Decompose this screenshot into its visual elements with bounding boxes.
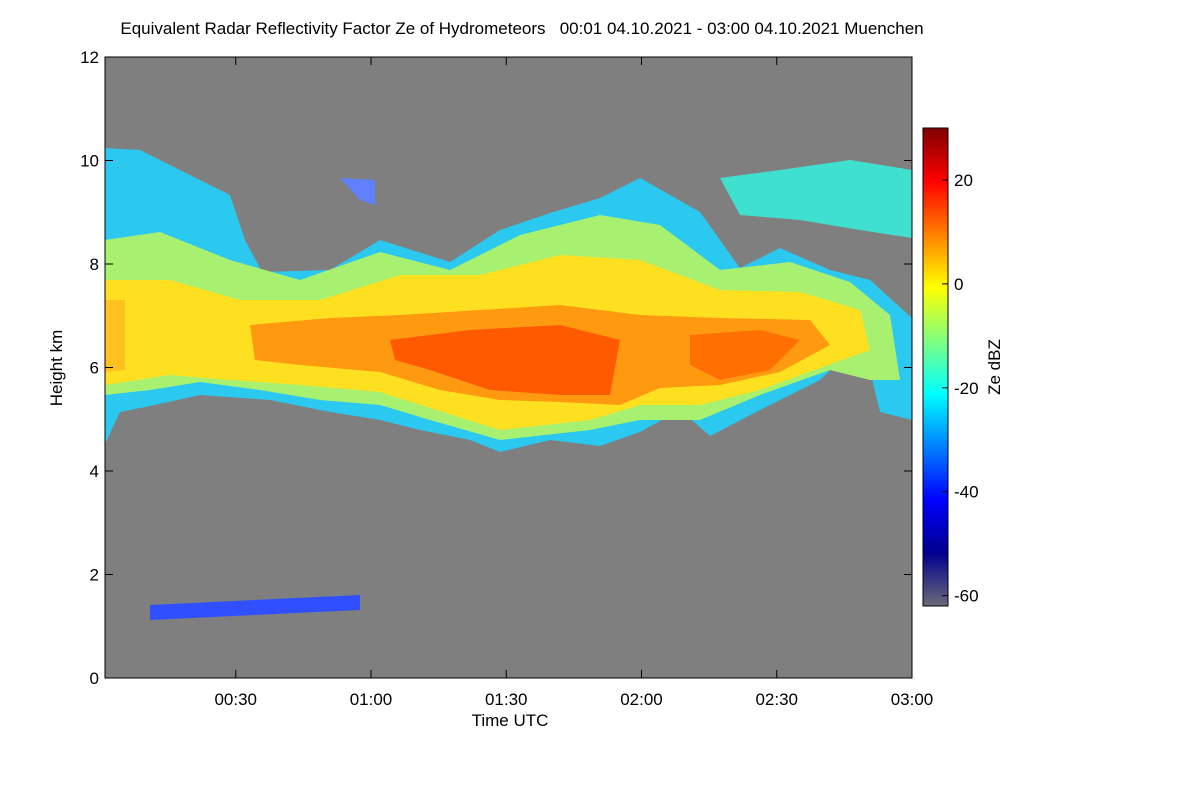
y-tick-label: 8 — [90, 255, 99, 274]
y-tick-label: 2 — [90, 566, 99, 585]
y-tick-label: 0 — [90, 669, 99, 688]
chart-title: Equivalent Radar Reflectivity Factor Ze … — [120, 19, 923, 38]
y-tick-label: 12 — [80, 48, 99, 67]
y-tick-label: 10 — [80, 152, 99, 171]
colorbar — [922, 127, 949, 607]
x-tick-label: 00:30 — [214, 690, 257, 709]
x-tick-label: 01:30 — [485, 690, 528, 709]
x-tick-label: 03:00 — [891, 690, 934, 709]
colorbar-label: Ze dBZ — [985, 339, 1004, 395]
x-axis-label: Time UTC — [472, 711, 549, 730]
colorbar-tick-label: -20 — [954, 379, 979, 398]
x-tick-label: 01:00 — [350, 690, 393, 709]
y-axis-label: Height km — [47, 330, 66, 407]
x-tick-label: 02:00 — [620, 690, 663, 709]
colorbar-tick-label: 0 — [954, 275, 963, 294]
colorbar-tick-label: -60 — [954, 587, 979, 606]
y-tick-label: 6 — [90, 359, 99, 378]
x-tick-label: 02:30 — [755, 690, 798, 709]
echo-field — [105, 148, 912, 620]
y-tick-label: 4 — [90, 462, 99, 481]
colorbar-tick-label: 20 — [954, 171, 973, 190]
colorbar-tick-label: -40 — [954, 483, 979, 502]
